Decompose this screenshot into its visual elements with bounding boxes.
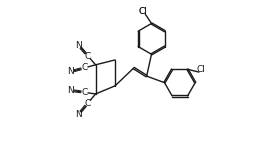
Text: N: N (68, 86, 74, 95)
Text: N: N (75, 110, 82, 119)
Text: N: N (75, 41, 82, 50)
Text: C: C (85, 98, 91, 108)
Text: Cl: Cl (196, 65, 205, 74)
Text: Cl: Cl (139, 7, 148, 16)
Text: C: C (81, 63, 88, 72)
Text: C: C (81, 88, 88, 97)
Text: N: N (68, 67, 74, 76)
Text: C: C (85, 52, 91, 61)
Text: Cl: Cl (139, 7, 148, 16)
